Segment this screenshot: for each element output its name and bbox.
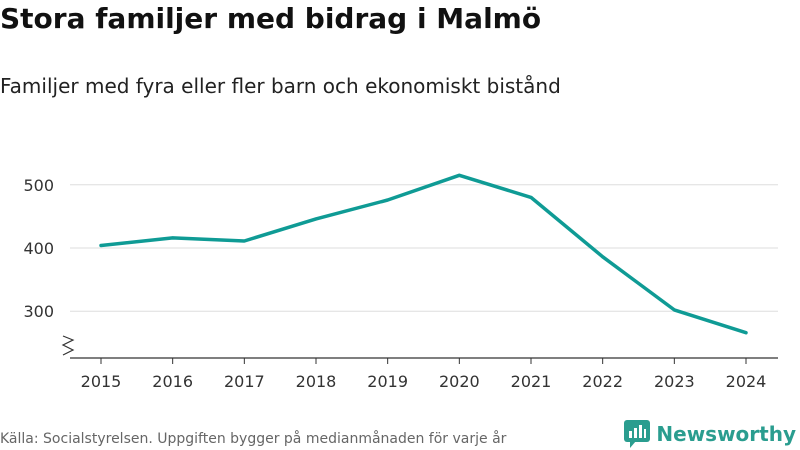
brand-logo: Newsworthy <box>624 420 796 448</box>
series-line <box>99 173 748 335</box>
y-tick-label-400: 400 <box>23 239 54 258</box>
x-tick-label-2022: 2022 <box>582 372 623 391</box>
data-point-2023 <box>672 308 676 312</box>
x-tick-label-2015: 2015 <box>81 372 122 391</box>
x-tick-label-2017: 2017 <box>224 372 265 391</box>
axis-break-icon <box>61 335 75 356</box>
y-tick-label-500: 500 <box>23 176 54 195</box>
data-point-2015 <box>99 243 103 247</box>
data-point-2024 <box>744 331 748 335</box>
x-tick-label-2016: 2016 <box>152 372 193 391</box>
chart-subtitle: Familjer med fyra eller fler barn och ek… <box>0 74 561 98</box>
x-tick-label-2024: 2024 <box>726 372 767 391</box>
x-tick-label-2023: 2023 <box>654 372 695 391</box>
data-point-2019 <box>386 198 390 202</box>
chart-title: Stora familjer med bidrag i Malmö <box>0 2 542 35</box>
x-tick-label-2021: 2021 <box>511 372 552 391</box>
x-tick-label-2020: 2020 <box>439 372 480 391</box>
data-point-2022 <box>601 255 605 259</box>
data-point-2017 <box>242 239 246 243</box>
data-point-2018 <box>314 217 318 221</box>
data-point-2021 <box>529 195 533 199</box>
x-tick-label-2019: 2019 <box>367 372 408 391</box>
y-tick-label-300: 300 <box>23 302 54 321</box>
line-chart: 300 400 500 2015 2016 2017 2018 2019 2020 2021 202… <box>23 173 778 391</box>
x-tick-label-2018: 2018 <box>296 372 337 391</box>
newsworthy-logo-icon <box>624 420 651 448</box>
source-note: Källa: Socialstyrelsen. Uppgiften bygger… <box>0 431 507 447</box>
data-point-2016 <box>171 236 175 240</box>
data-point-2020 <box>457 173 461 177</box>
brand-name: Newsworthy <box>656 422 796 446</box>
